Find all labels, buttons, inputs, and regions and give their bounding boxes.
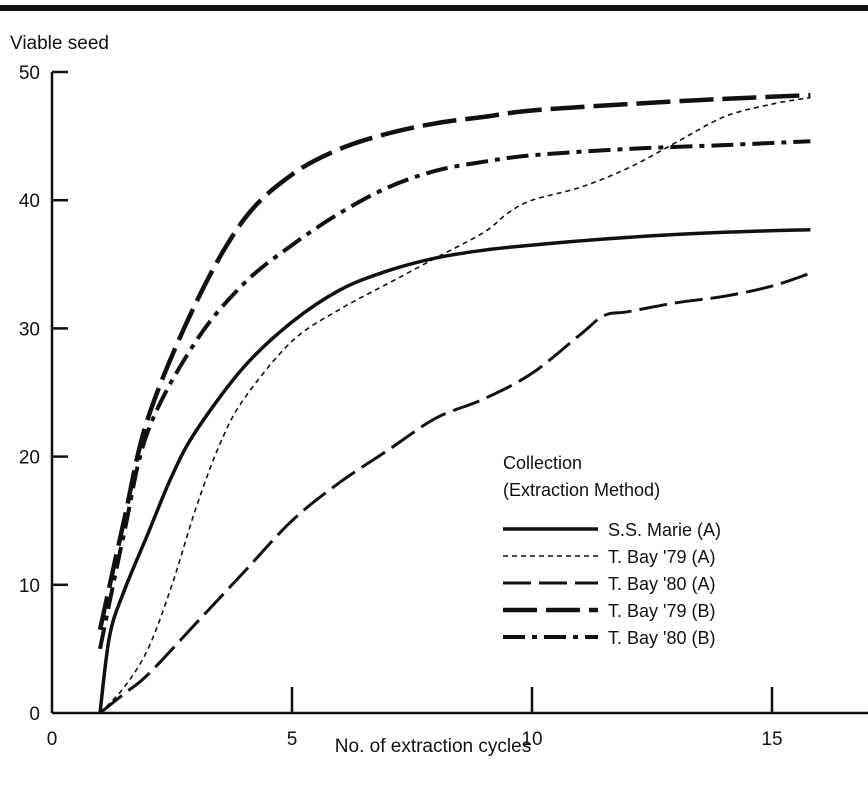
x-tick-label: 15: [761, 729, 782, 750]
x-axis-title: No. of extraction cycles: [335, 736, 531, 757]
y-tick-label: 20: [19, 448, 40, 469]
x-tick-label: 10: [521, 729, 542, 750]
legend-subtitle: (Extraction Method): [503, 480, 660, 500]
y-tick-label: 10: [19, 576, 40, 597]
axes: 0 10 20 30 40 50 0 5 10 15: [19, 63, 868, 750]
y-tick-label: 40: [19, 191, 40, 212]
series-line-5: [98, 139, 811, 650]
legend-entries: S.S. Marie (A) T. Bay '79 (A) T. Bay '80 (…: [503, 520, 721, 648]
series-line-4: [97, 92, 811, 631]
legend-label-4: T. Bay '79 (B): [608, 601, 715, 621]
legend-label-2: T. Bay '79 (A): [608, 547, 715, 567]
legend: Collection (Extraction Method) S.S. Mari…: [503, 453, 721, 648]
y-tick-label: 30: [19, 319, 40, 340]
x-tick-label: 5: [287, 729, 298, 750]
series-line-1: [98, 227, 811, 714]
y-tick-label: 50: [19, 63, 40, 84]
y-tick-label: 0: [29, 704, 40, 725]
y-axis-title: Viable seed: [10, 33, 109, 54]
series-layer: [97, 92, 811, 715]
x-tick-label: 0: [47, 729, 58, 750]
series-line-3: [99, 271, 811, 715]
legend-label-3: T. Bay '80 (A): [608, 574, 715, 594]
legend-label-5: T. Bay '80 (B): [608, 628, 715, 648]
series-line-2: [99, 96, 811, 714]
legend-label-1: S.S. Marie (A): [608, 520, 721, 540]
legend-title: Collection: [503, 453, 582, 473]
